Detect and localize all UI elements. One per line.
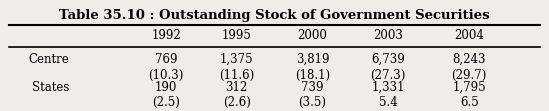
Text: 6.5: 6.5 [460,96,479,109]
Text: 1995: 1995 [222,29,251,42]
Text: 1,375: 1,375 [220,53,254,66]
Text: Table 35.10 : Outstanding Stock of Government Securities: Table 35.10 : Outstanding Stock of Gover… [59,9,490,22]
Text: (29.7): (29.7) [452,68,487,81]
Text: Centre: Centre [28,53,69,66]
Text: (11.6): (11.6) [219,68,254,81]
Text: 1,795: 1,795 [452,81,486,94]
Text: 2004: 2004 [455,29,484,42]
Text: (27.3): (27.3) [371,68,406,81]
Text: 8,243: 8,243 [452,53,486,66]
Text: (18.1): (18.1) [295,68,330,81]
Text: 6,739: 6,739 [371,53,405,66]
Text: (10.3): (10.3) [149,68,184,81]
Text: States: States [31,81,69,94]
Text: 2003: 2003 [373,29,403,42]
Text: 312: 312 [226,81,248,94]
Text: 2000: 2000 [298,29,327,42]
Text: 1,331: 1,331 [371,81,405,94]
Text: (2.5): (2.5) [153,96,180,109]
Text: 739: 739 [301,81,323,94]
Text: 3,819: 3,819 [295,53,329,66]
Text: (3.5): (3.5) [298,96,326,109]
Text: 190: 190 [155,81,177,94]
Text: 1992: 1992 [152,29,181,42]
Text: 769: 769 [155,53,177,66]
Text: 5.4: 5.4 [379,96,397,109]
Text: (2.6): (2.6) [223,96,250,109]
